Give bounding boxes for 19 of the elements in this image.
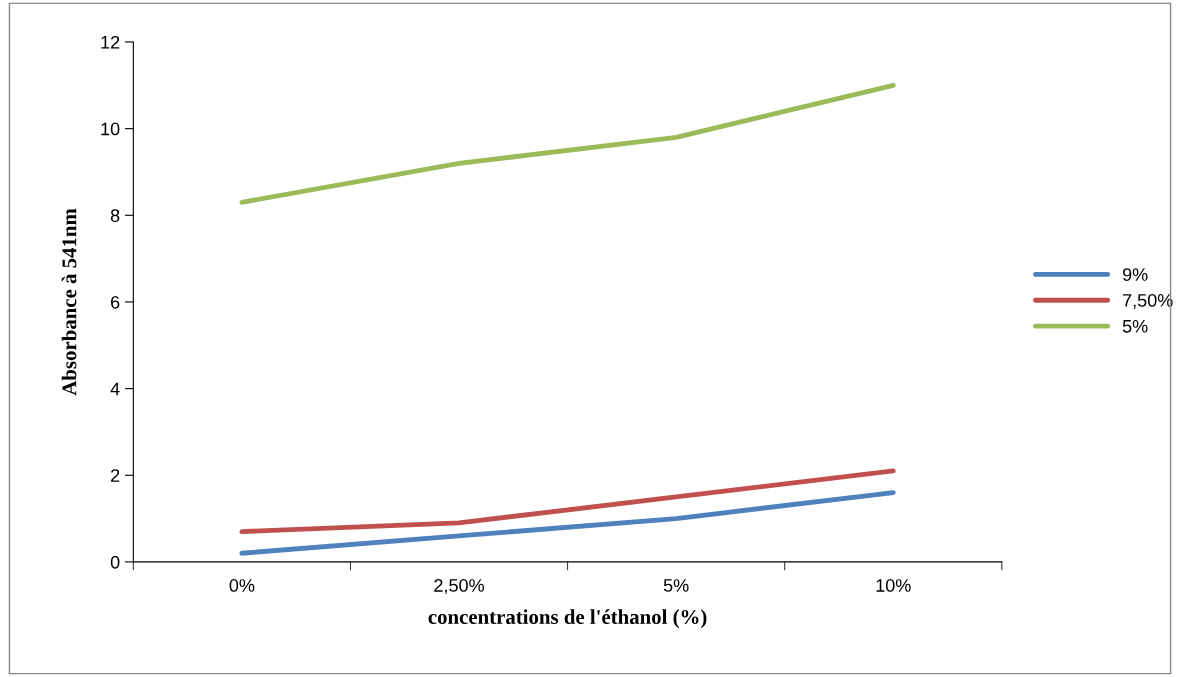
x-tick-label: 0% — [229, 579, 255, 592]
x-tick-label: 2,50% — [434, 579, 484, 594]
legend-label: 9% — [1122, 268, 1148, 281]
y-tick-label: 6 — [111, 295, 120, 309]
legend-label: 7,50% — [1123, 294, 1173, 309]
y-axis-title: Absorbance à 541nm — [61, 208, 77, 396]
line-series — [239, 82, 896, 205]
line-series — [239, 468, 896, 535]
y-tick-label: 12 — [101, 35, 120, 49]
legend-label: 5% — [1122, 319, 1148, 333]
x-tick-label: 5% — [663, 579, 689, 592]
line-series — [239, 490, 896, 556]
y-tick-label: 8 — [110, 209, 120, 223]
y-tick-label: 4 — [110, 382, 120, 396]
y-tick-label: 2 — [111, 469, 120, 482]
y-tick-label: 10 — [101, 122, 120, 136]
x-axis-title: concentrations de l'éthanol (%) — [428, 609, 707, 629]
x-tick-label: 10% — [876, 579, 911, 592]
y-tick-label: 0 — [110, 555, 120, 569]
